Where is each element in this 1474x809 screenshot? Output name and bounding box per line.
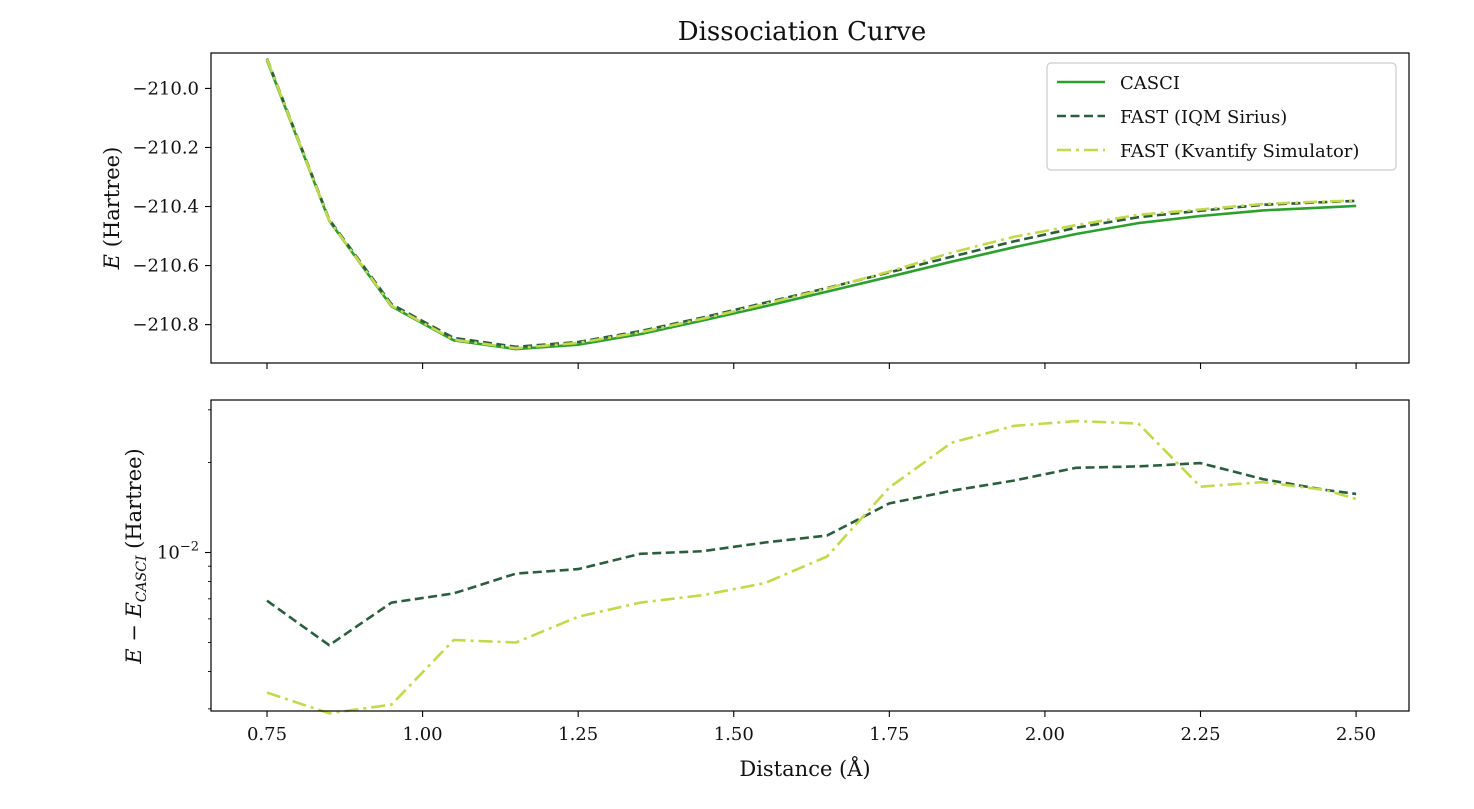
energy-error-y-axis: 10−2 — [157, 409, 211, 710]
energy-panel-frame — [210, 52, 1410, 364]
legend-label-fast-kvantify-simulator: FAST (Kvantify Simulator) — [1120, 141, 1359, 162]
energy-y-axis: −210.0 −210.2 −210.4 −210.6 −210.8 — [132, 78, 211, 336]
chart-title: Dissociation Curve — [678, 17, 926, 47]
energy-panel: −210.0 −210.2 −210.4 −210.6 −210.8 E (Hartre… — [100, 52, 1410, 369]
energy-error-y-tick-label: 10−2 — [157, 540, 199, 564]
energy-y-tick-label: −210.2 — [132, 137, 199, 158]
x-tick-label: 2.25 — [1180, 724, 1220, 745]
energy-error-series-fast-kvantify-simulator — [266, 419, 1357, 715]
energy-y-tick-label: −210.6 — [132, 256, 199, 277]
energy-error-panel-frame — [210, 399, 1410, 712]
energy-y-axis-label: E (Hartree) — [100, 147, 124, 271]
energy-error-series-group — [266, 419, 1357, 715]
energy-error-x-axis: 0.75 1.00 1.25 1.50 1.75 2.00 2.25 2.50 — [247, 711, 1376, 745]
energy-error-y-axis-label: E − ECASCI (Hartree) — [122, 448, 150, 665]
legend-label-casci: CASCI — [1120, 73, 1180, 94]
x-tick-label: 0.75 — [247, 724, 287, 745]
energy-y-tick-label: −210.0 — [132, 78, 199, 99]
legend: CASCI FAST (IQM Sirius) FAST (Kvantify S… — [1046, 62, 1397, 171]
energy-series-fast-kvantify-simulator — [265, 58, 1357, 350]
x-axis-label: Distance (Å) — [739, 756, 870, 781]
energy-series-group — [265, 58, 1357, 351]
x-tick-label: 2.00 — [1025, 724, 1065, 745]
energy-x-axis — [266, 363, 1357, 369]
x-tick-label: 1.75 — [869, 724, 909, 745]
x-tick-label: 1.25 — [558, 724, 598, 745]
legend-label-fast-iqm-sirius: FAST (IQM Sirius) — [1120, 107, 1287, 128]
legend-frame — [1046, 62, 1397, 171]
energy-error-panel: 10−2 0.75 1.00 1.25 1.50 1.75 2.00 2.25 2.50 E … — [122, 399, 1410, 781]
x-tick-label: 1.00 — [403, 724, 443, 745]
energy-y-tick-label: −210.4 — [132, 197, 199, 218]
x-tick-label: 2.50 — [1336, 724, 1376, 745]
x-tick-label: 1.50 — [714, 724, 754, 745]
energy-error-series-fast-iqm-sirius — [266, 461, 1357, 647]
energy-series-casci — [265, 59, 1357, 351]
energy-y-tick-label: −210.8 — [132, 315, 199, 336]
